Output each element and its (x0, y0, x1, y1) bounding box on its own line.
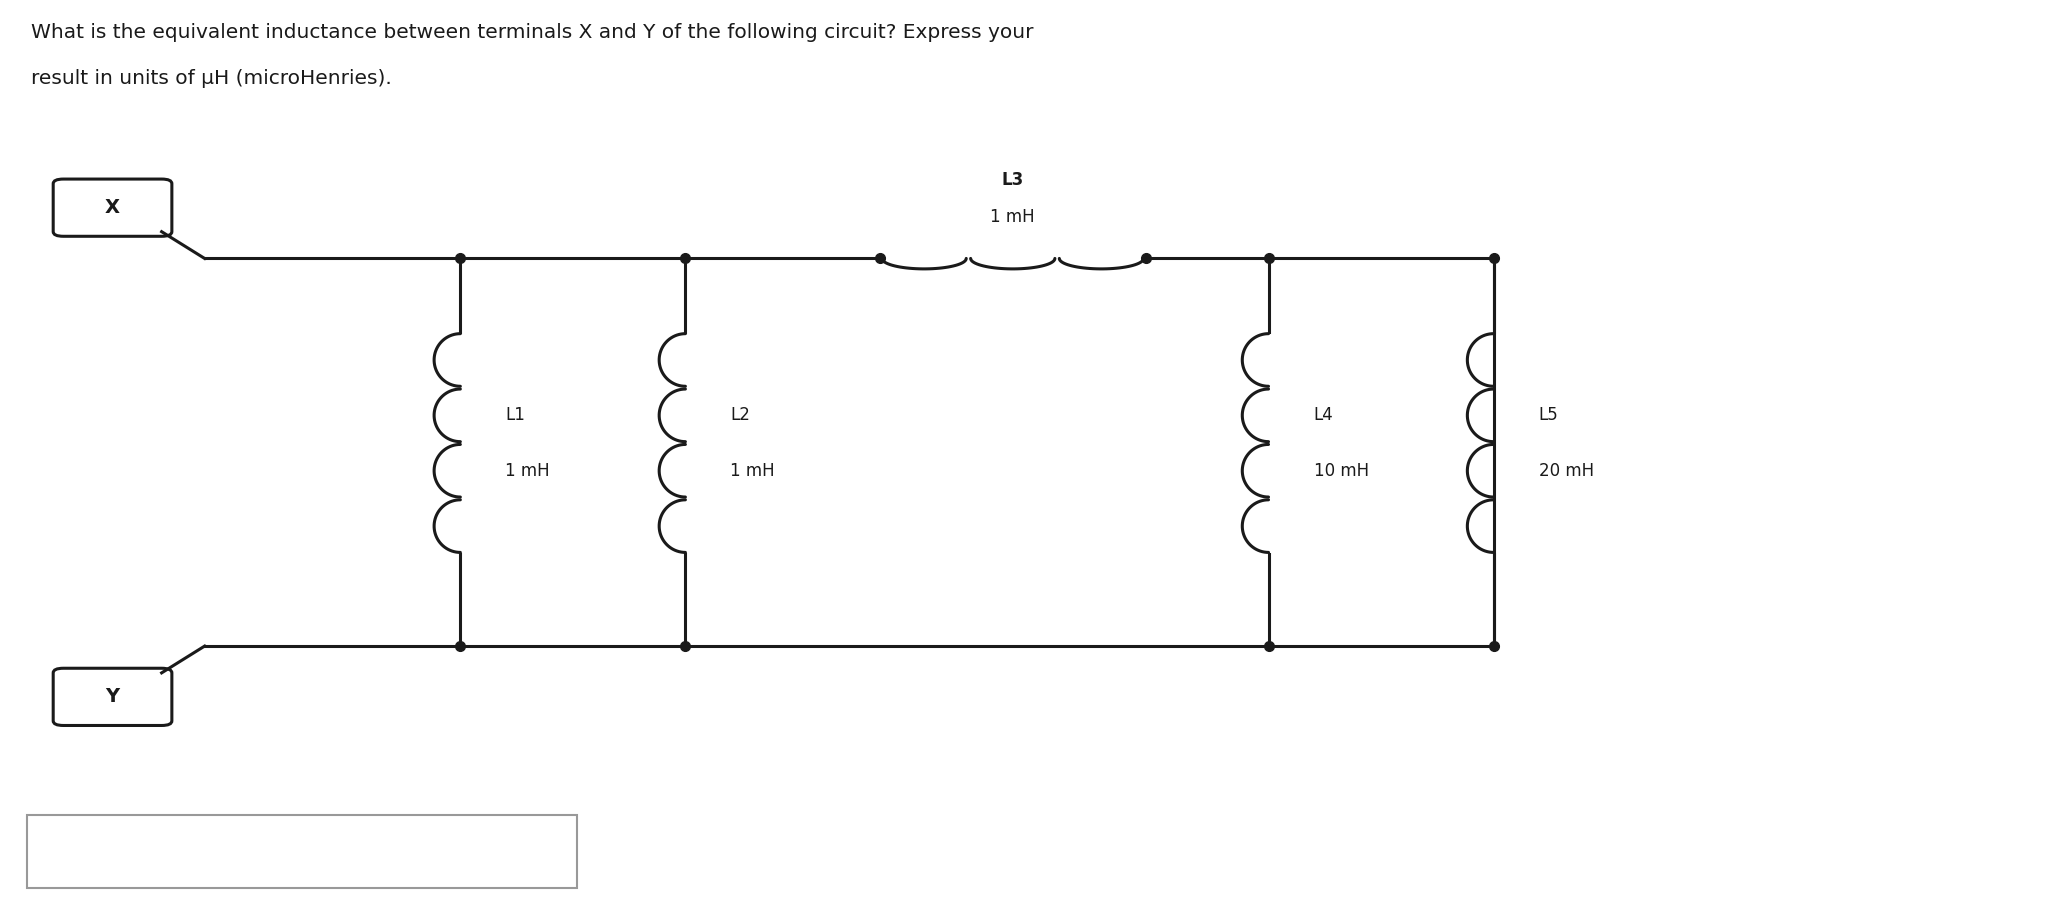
FancyBboxPatch shape (53, 179, 172, 236)
Text: 1 mH: 1 mH (730, 462, 775, 480)
FancyBboxPatch shape (53, 668, 172, 725)
Text: result in units of μH (microHenries).: result in units of μH (microHenries). (31, 69, 391, 89)
Text: L5: L5 (1539, 406, 1559, 425)
FancyBboxPatch shape (27, 815, 577, 888)
Text: What is the equivalent inductance between terminals X and Y of the following cir: What is the equivalent inductance betwee… (31, 23, 1033, 42)
Text: L3: L3 (1003, 171, 1023, 189)
Text: X: X (104, 198, 121, 217)
Text: 10 mH: 10 mH (1314, 462, 1369, 480)
Text: L1: L1 (505, 406, 526, 425)
Text: L4: L4 (1314, 406, 1334, 425)
Text: Y: Y (106, 688, 119, 706)
Text: 1 mH: 1 mH (990, 208, 1035, 226)
Text: 20 mH: 20 mH (1539, 462, 1594, 480)
Text: L2: L2 (730, 406, 751, 425)
Text: 1 mH: 1 mH (505, 462, 550, 480)
